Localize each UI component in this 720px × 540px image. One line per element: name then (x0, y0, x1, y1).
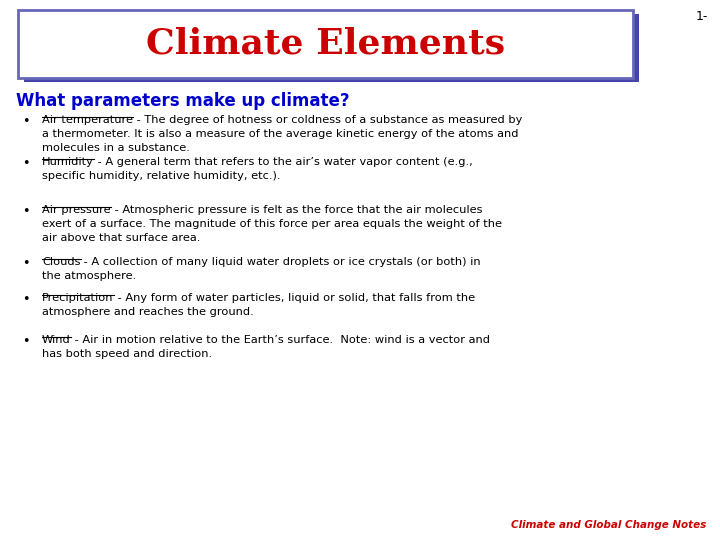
Text: •: • (22, 157, 30, 170)
Text: Wind: Wind (42, 335, 71, 345)
Text: Climate and Global Change Notes: Climate and Global Change Notes (510, 520, 706, 530)
Text: - Air in motion relative to the Earth’s surface.  Note: wind is a vector and: - Air in motion relative to the Earth’s … (71, 335, 490, 345)
Text: - Atmospheric pressure is felt as the force that the air molecules: - Atmospheric pressure is felt as the fo… (111, 205, 482, 215)
Text: - A general term that refers to the air’s water vapor content (e.g.,: - A general term that refers to the air’… (94, 157, 472, 167)
Text: exert of a surface. The magnitude of this force per area equals the weight of th: exert of a surface. The magnitude of thi… (42, 219, 502, 229)
Text: What parameters make up climate?: What parameters make up climate? (16, 92, 350, 110)
Text: Climate Elements: Climate Elements (146, 27, 505, 61)
Text: atmosphere and reaches the ground.: atmosphere and reaches the ground. (42, 307, 253, 317)
Text: - A collection of many liquid water droplets or ice crystals (or both) in: - A collection of many liquid water drop… (81, 257, 481, 267)
Text: •: • (22, 205, 30, 218)
Text: molecules in a substance.: molecules in a substance. (42, 143, 190, 153)
Text: •: • (22, 293, 30, 306)
FancyBboxPatch shape (18, 10, 633, 78)
Text: •: • (22, 115, 30, 128)
Text: Humidity: Humidity (42, 157, 94, 167)
Text: the atmosphere.: the atmosphere. (42, 271, 136, 281)
Text: •: • (22, 335, 30, 348)
Text: a thermometer. It is also a measure of the average kinetic energy of the atoms a: a thermometer. It is also a measure of t… (42, 129, 518, 139)
Text: air above that surface area.: air above that surface area. (42, 233, 200, 243)
Text: Air pressure: Air pressure (42, 205, 111, 215)
Text: has both speed and direction.: has both speed and direction. (42, 349, 212, 359)
Text: •: • (22, 257, 30, 270)
Text: Precipitation: Precipitation (42, 293, 114, 303)
Text: Air temperature: Air temperature (42, 115, 133, 125)
FancyBboxPatch shape (24, 14, 639, 82)
Text: 1-: 1- (696, 10, 708, 23)
Text: Clouds: Clouds (42, 257, 81, 267)
Text: - The degree of hotness or coldness of a substance as measured by: - The degree of hotness or coldness of a… (133, 115, 523, 125)
Text: specific humidity, relative humidity, etc.).: specific humidity, relative humidity, et… (42, 171, 281, 181)
Text: - Any form of water particles, liquid or solid, that falls from the: - Any form of water particles, liquid or… (114, 293, 474, 303)
